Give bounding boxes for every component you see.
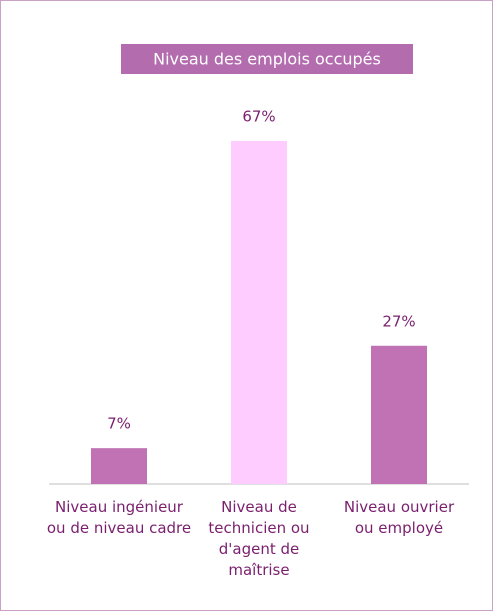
value-label: 7% (107, 415, 131, 433)
bar (91, 448, 147, 484)
value-label: 67% (242, 107, 275, 125)
value-label: 27% (382, 312, 415, 330)
x-tick-label: Niveau ouvrier ou employé (343, 498, 455, 537)
x-tick-label: Niveau de technicien ou d'agent de maîtr… (208, 498, 310, 579)
title-box (121, 44, 413, 74)
x-tick-label: Niveau ingénieur ou de niveau cadre (46, 498, 192, 537)
chart-title: Niveau des emplois occupés (153, 50, 381, 69)
bar (371, 345, 427, 484)
bar (231, 140, 287, 484)
